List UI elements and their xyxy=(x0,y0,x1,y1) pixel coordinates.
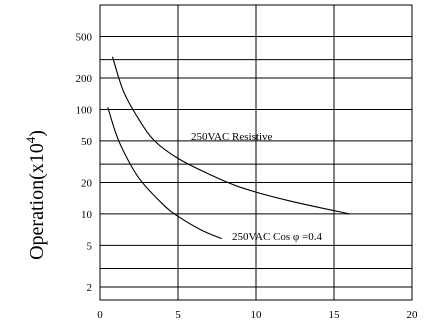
x-tick-label: 10 xyxy=(251,309,263,321)
y-axis-label-exponent: 4 xyxy=(23,136,38,143)
plot-frame xyxy=(99,4,413,301)
y-tick-label: 500 xyxy=(76,31,93,43)
y-axis-label-close: ) xyxy=(26,130,48,137)
series-line-cos xyxy=(107,107,222,240)
y-tick-label: 100 xyxy=(76,104,93,116)
y-tick-label: 2 xyxy=(87,282,93,294)
series-line-resistive xyxy=(111,56,350,215)
series-label-cos: 250VAC Cos φ =0.4 xyxy=(232,231,322,243)
y-tick-label: 200 xyxy=(76,73,93,85)
y-axis-label-text: Operation(x10 xyxy=(26,143,48,260)
y-axis-label: Operation(x104) xyxy=(23,130,48,260)
series-label-resistive: 250VAC Resistive xyxy=(191,131,273,143)
y-tick-label: 10 xyxy=(81,209,93,221)
y-tick-label: 5 xyxy=(87,240,93,252)
x-tick-label: 15 xyxy=(329,309,341,321)
x-tick-label: 0 xyxy=(97,309,103,321)
y-tick-label: 20 xyxy=(81,177,93,189)
grid xyxy=(100,5,412,300)
x-tick-label: 20 xyxy=(407,309,419,321)
y-tick-label: 50 xyxy=(81,136,93,148)
x-tick-label: 5 xyxy=(175,309,181,321)
